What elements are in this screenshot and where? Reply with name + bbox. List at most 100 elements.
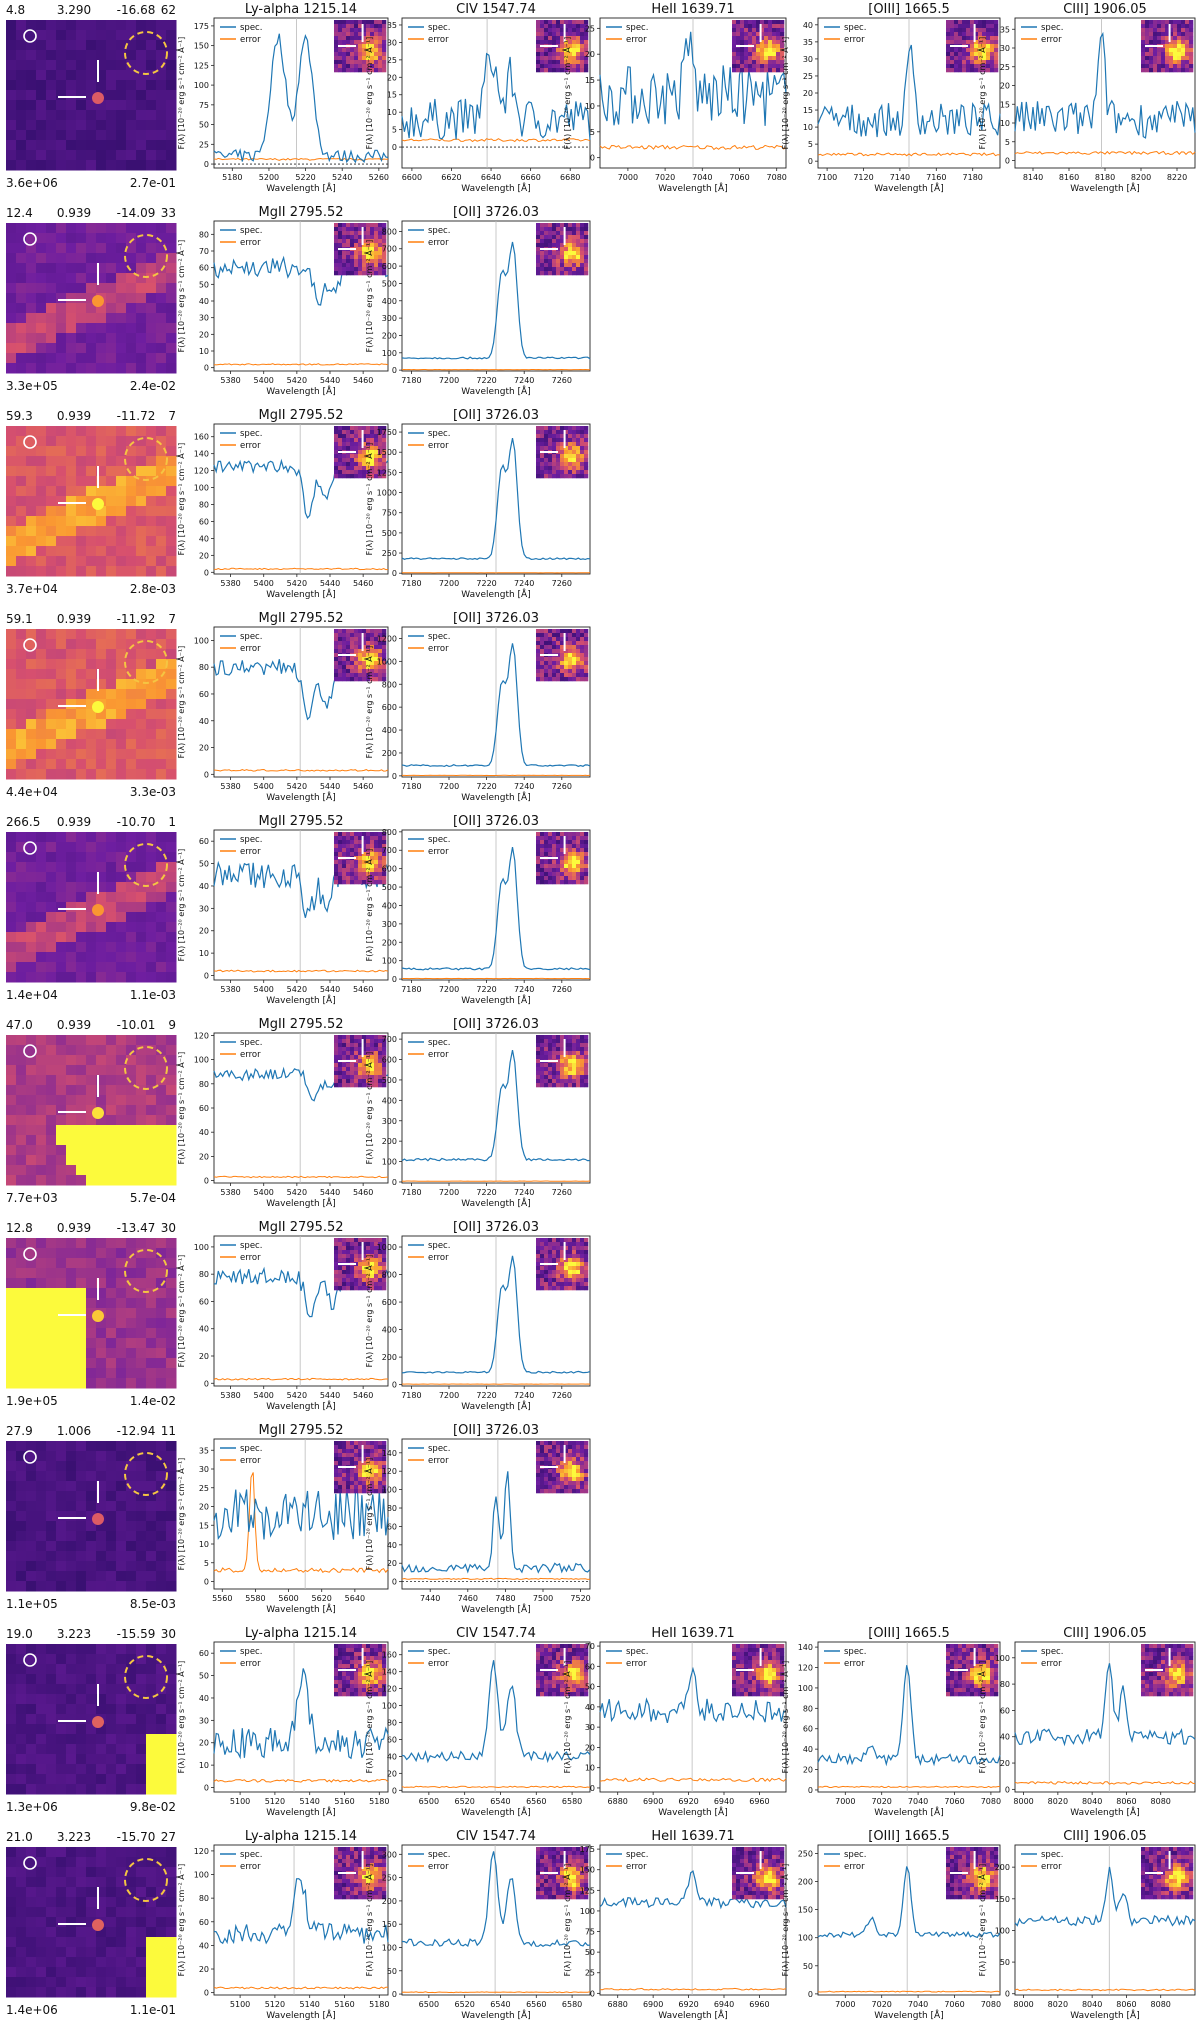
y-tick-label: 40: [1000, 1733, 1010, 1742]
x-axis-label: Wavelength [Å]: [874, 182, 943, 194]
x-tick-label: 7240: [514, 1391, 534, 1400]
error-line: [1014, 1988, 1196, 1992]
stamp-value-bottom-right: 3.3e-03: [130, 785, 176, 799]
panel--oii-3726-03: [OII] 3726.03 7180 7200 7220 7240 7260 0 100 200…: [363, 1017, 591, 1209]
stamp-magnitude: -11.72: [117, 409, 156, 423]
y-tick-label: 400: [382, 1326, 397, 1335]
x-tick-label: 6920: [678, 1797, 698, 1806]
x-tick-label: 7260: [552, 985, 572, 994]
inset-image: [732, 1644, 785, 1697]
inset-image: [536, 426, 589, 479]
error-line: [213, 1778, 389, 1783]
panel-mgii-2795-52: MgII 2795.52 5380 5400 5420 5440 5460 0 20 40 60 8…: [175, 611, 389, 803]
legend-error-label: error: [428, 35, 449, 45]
stamp-value-bottom-right: 8.5e-03: [130, 1597, 176, 1611]
x-axis-label: Wavelength [Å]: [266, 791, 335, 803]
legend-spec-label: spec.: [240, 632, 262, 642]
y-axis-label: F(λ) [10⁻²⁰ erg s⁻¹ cm⁻² Å⁻¹]: [561, 1661, 572, 1774]
stamp-value-left: 59.3: [6, 409, 33, 423]
y-tick-label: 140: [798, 1643, 813, 1652]
inset-image: [334, 1441, 387, 1494]
source-blob: [92, 1716, 104, 1728]
y-tick-label: 30: [803, 55, 813, 64]
y-tick-label: 0: [392, 1786, 397, 1795]
x-tick-label: 7000: [835, 1797, 855, 1806]
inset-image: [536, 1644, 589, 1697]
aperture-marker: [23, 1044, 37, 1058]
stamp-value-bottom-left: 1.1e+05: [6, 1597, 58, 1611]
y-tick-label: 120: [798, 1664, 813, 1673]
x-tick-label: 5440: [320, 1188, 340, 1197]
error-line: [213, 1377, 388, 1381]
y-tick-label: 80: [199, 230, 209, 239]
panel--oii-3726-03: [OII] 3726.03 7180 7200 7220 7240 7260 0 100 200…: [363, 205, 591, 397]
aperture-marker: [23, 1856, 37, 1870]
x-tick-label: 5460: [353, 985, 373, 994]
y-tick-label: 700: [382, 1035, 397, 1044]
spectrum-line: [599, 1666, 787, 1724]
background-aperture: [124, 1655, 168, 1699]
panel-title: [OII] 3726.03: [453, 1423, 539, 1438]
x-tick-label: 7200: [439, 579, 459, 588]
y-tick-label: 700: [382, 846, 397, 855]
y-tick-label: 10: [803, 123, 813, 132]
x-tick-label: 6540: [490, 1797, 510, 1806]
inset-image: [536, 1847, 589, 1900]
panel-civ-1547-74: CIV 1547.74 6500 6520 6540 6560 6580 0 20 40 60 80…: [363, 1626, 591, 1818]
y-axis-label: F(λ) [10⁻²⁰ erg s⁻¹ cm⁻² Å⁻¹]: [976, 37, 987, 150]
stamp-count: 33: [161, 206, 176, 220]
x-tick-label: 6620: [441, 173, 461, 182]
x-tick-label: 7220: [476, 579, 496, 588]
stamp-value-bottom-left: 1.9e+05: [6, 1394, 58, 1408]
y-tick-label: 20: [199, 330, 209, 339]
y-tick-label: 50: [585, 1948, 595, 1957]
y-tick-label: 125: [580, 1886, 595, 1895]
x-tick-label: 5180: [369, 2000, 389, 2009]
y-tick-label: 20: [199, 551, 209, 560]
y-axis-label: F(λ) [10⁻²⁰ erg s⁻¹ cm⁻² Å⁻¹]: [779, 37, 790, 150]
panel-title: HeII 1639.71: [651, 1829, 734, 1844]
legend-error-label: error: [626, 35, 647, 45]
x-tick-label: 7260: [552, 1391, 572, 1400]
y-tick-label: 40: [803, 21, 813, 30]
x-tick-label: 5140: [300, 1797, 320, 1806]
y-tick-label: 175: [194, 22, 209, 31]
y-tick-label: 35: [387, 21, 397, 30]
x-axis-label: Wavelength [Å]: [658, 2009, 727, 2021]
inset-image: [536, 1238, 589, 1291]
stamp-redshift: 0.939: [57, 815, 91, 829]
legend-error-label: error: [240, 1659, 261, 1669]
x-axis-label: Wavelength [Å]: [658, 1806, 727, 1818]
error-line: [1014, 1780, 1196, 1785]
stamp-magnitude: -16.68: [117, 3, 156, 17]
stamp-value-bottom-left: 3.7e+04: [6, 582, 58, 596]
panel-civ-1547-74: CIV 1547.74 6500 6520 6540 6560 6580 0 50 100 150…: [363, 1829, 591, 2021]
y-tick-label: 50: [199, 1672, 209, 1681]
stamp-image: [6, 1441, 177, 1592]
legend-error-label: error: [1041, 35, 1062, 45]
y-axis-label: F(λ) [10⁻²⁰ erg s⁻¹ cm⁻² Å⁻¹]: [363, 443, 374, 556]
y-tick-label: 800: [382, 680, 397, 689]
panel--oii-3726-03: [OII] 3726.03 7180 7200 7220 7240 7260 0 250 500…: [363, 408, 591, 600]
y-tick-label: 40: [199, 1941, 209, 1950]
x-tick-label: 7140: [890, 173, 910, 182]
y-axis-label: F(λ) [10⁻²⁰ erg s⁻¹ cm⁻² Å⁻¹]: [779, 1864, 790, 1977]
spectrum-line: [401, 437, 591, 561]
legend-error-label: error: [240, 1050, 261, 1060]
y-axis-label: F(λ) [10⁻²⁰ erg s⁻¹ cm⁻² Å⁻¹]: [175, 240, 186, 353]
stamp-image: [6, 1644, 177, 1795]
y-tick-label: 60: [199, 517, 209, 526]
x-axis-label: Wavelength [Å]: [461, 1197, 530, 1209]
source-blob: [92, 701, 104, 713]
y-tick-label: 500: [382, 883, 397, 892]
y-tick-label: 40: [199, 882, 209, 891]
panel-title: Ly-alpha 1215.14: [245, 2, 357, 17]
y-tick-label: 0: [204, 1784, 209, 1793]
y-tick-label: 15: [585, 76, 595, 85]
x-tick-label: 7200: [439, 1391, 459, 1400]
x-tick-label: 5460: [353, 376, 373, 385]
y-tick-label: 50: [199, 860, 209, 869]
y-tick-label: 600: [382, 865, 397, 874]
y-axis-label: F(λ) [10⁻²⁰ erg s⁻¹ cm⁻² Å⁻¹]: [175, 1458, 186, 1571]
spectrum-line: [213, 1488, 389, 1540]
